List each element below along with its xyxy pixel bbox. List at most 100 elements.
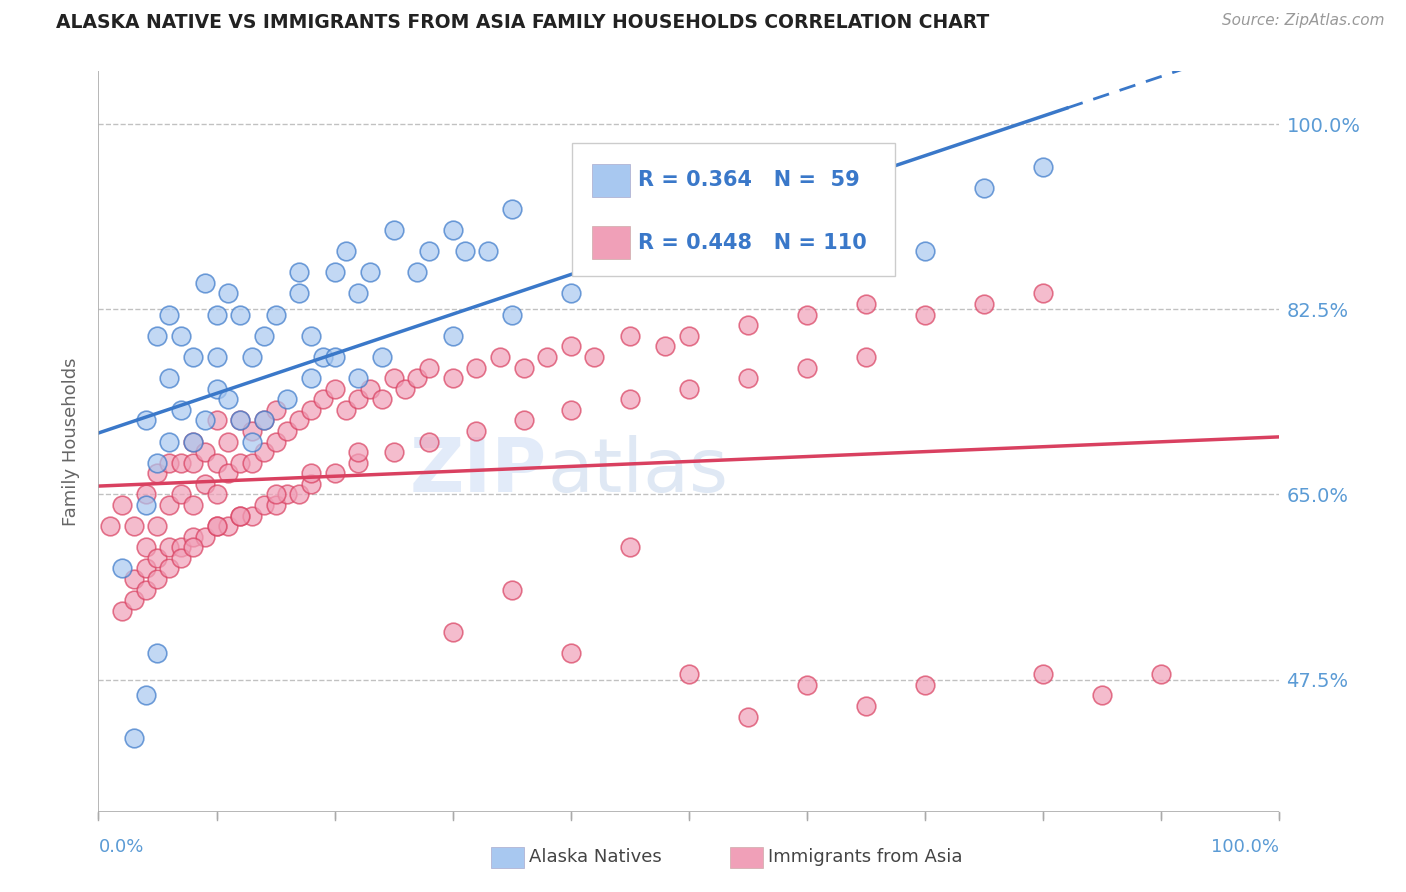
Point [371, 350, 394, 364]
Point [170, 550, 193, 565]
Point [1032, 160, 1054, 174]
Point [335, 244, 357, 259]
Point [264, 402, 287, 417]
Point [264, 434, 287, 449]
Point [205, 456, 228, 470]
Point [253, 445, 276, 459]
Point [855, 202, 877, 216]
Point [229, 508, 252, 523]
Point [418, 434, 440, 449]
Point [796, 308, 818, 322]
Point [299, 328, 322, 343]
Point [146, 456, 169, 470]
Point [406, 371, 429, 385]
Point [583, 350, 606, 364]
Point [489, 350, 512, 364]
Point [560, 339, 582, 353]
Point [111, 604, 134, 618]
Point [347, 456, 370, 470]
Point [264, 498, 287, 512]
Point [1091, 689, 1114, 703]
Text: Immigrants from Asia: Immigrants from Asia [768, 848, 962, 866]
Point [1150, 667, 1173, 681]
Point [323, 382, 346, 396]
Point [111, 498, 134, 512]
Point [205, 413, 228, 427]
Point [229, 456, 252, 470]
Point [796, 678, 818, 692]
Point [146, 328, 169, 343]
Y-axis label: Family Households: Family Households [62, 358, 80, 525]
Point [1032, 667, 1054, 681]
Point [465, 360, 488, 375]
Point [323, 265, 346, 279]
Point [276, 487, 298, 501]
Point [737, 709, 759, 723]
Point [98, 519, 121, 533]
Point [453, 244, 475, 259]
Text: atlas: atlas [547, 434, 728, 508]
Point [312, 350, 335, 364]
Point [737, 318, 759, 333]
Point [796, 360, 818, 375]
Text: Source: ZipAtlas.com: Source: ZipAtlas.com [1222, 13, 1385, 29]
Text: ZIP: ZIP [411, 434, 547, 508]
Point [205, 350, 228, 364]
Point [181, 350, 204, 364]
Point [229, 413, 252, 427]
Point [135, 498, 157, 512]
Point [619, 328, 641, 343]
Point [855, 297, 877, 311]
Point [194, 276, 217, 290]
Point [1032, 286, 1054, 301]
Point [288, 265, 311, 279]
Point [914, 244, 936, 259]
Point [217, 286, 239, 301]
Text: R = 0.364   N =  59: R = 0.364 N = 59 [638, 170, 859, 190]
Point [276, 424, 298, 438]
Point [157, 561, 180, 575]
Point [181, 541, 204, 555]
Text: ALASKA NATIVE VS IMMIGRANTS FROM ASIA FAMILY HOUSEHOLDS CORRELATION CHART: ALASKA NATIVE VS IMMIGRANTS FROM ASIA FA… [56, 13, 990, 32]
Point [465, 424, 488, 438]
Point [181, 434, 204, 449]
Point [914, 308, 936, 322]
Point [347, 392, 370, 407]
Point [299, 467, 322, 481]
Point [560, 286, 582, 301]
Point [347, 371, 370, 385]
Point [264, 487, 287, 501]
Point [170, 328, 193, 343]
Point [135, 541, 157, 555]
Point [135, 689, 157, 703]
Point [737, 223, 759, 237]
Point [157, 308, 180, 322]
Point [205, 519, 228, 533]
Point [441, 624, 464, 639]
Point [135, 413, 157, 427]
Text: R = 0.448   N = 110: R = 0.448 N = 110 [638, 234, 866, 253]
Point [122, 731, 145, 745]
Point [229, 308, 252, 322]
Point [157, 456, 180, 470]
Point [560, 646, 582, 660]
Point [181, 456, 204, 470]
Point [678, 244, 700, 259]
Point [240, 456, 263, 470]
Point [441, 223, 464, 237]
Point [323, 350, 346, 364]
Point [229, 413, 252, 427]
Point [371, 392, 394, 407]
Point [135, 487, 157, 501]
Point [406, 265, 429, 279]
Point [441, 371, 464, 385]
Point [253, 413, 276, 427]
Point [678, 667, 700, 681]
Point [418, 244, 440, 259]
Point [501, 308, 523, 322]
Point [194, 445, 217, 459]
Point [536, 350, 558, 364]
Point [170, 402, 193, 417]
Point [135, 561, 157, 575]
Point [205, 308, 228, 322]
